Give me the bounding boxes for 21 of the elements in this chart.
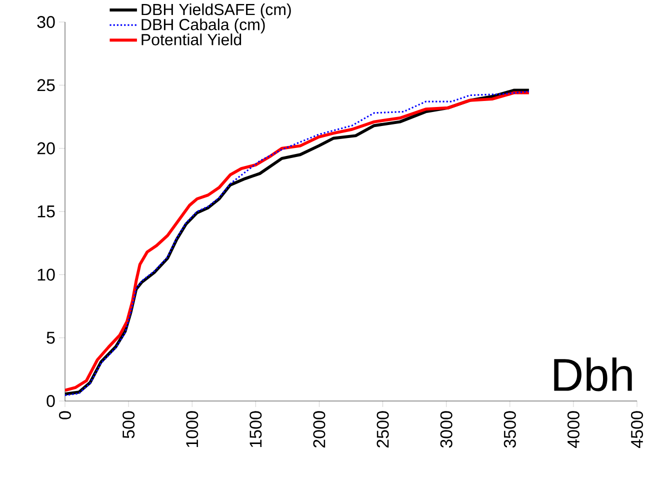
x-tick-label: 3000 (440, 411, 452, 448)
y-tick-label: 15 (38, 206, 55, 218)
y-tick-label: 30 (37, 16, 55, 28)
x-tick-label: 4000 (567, 411, 580, 448)
x-tick-label: 0 (58, 411, 72, 420)
y-tick-label: 20 (37, 142, 55, 154)
y-tick-label: 25 (37, 79, 55, 92)
y-tick-label: 10 (38, 268, 55, 281)
x-tick-label: 2500 (376, 411, 389, 448)
y-tick-label: 0 (46, 394, 55, 408)
legend-label: DBH Cabala (cm) (142, 18, 265, 34)
x-tick-label: 2000 (313, 411, 326, 448)
x-tick-label: 1000 (186, 411, 198, 448)
legend-label: Potential Yield (142, 34, 242, 46)
x-tick-label: 3500 (504, 411, 516, 448)
x-tick-label: 4500 (630, 411, 644, 448)
legend-label: DBH YieldSAFE (cm) (142, 3, 291, 18)
y-tick-label: 5 (46, 332, 55, 344)
x-tick-label: 1500 (250, 411, 262, 448)
annotation: Dbh (554, 357, 632, 392)
x-tick-label: 500 (122, 411, 135, 438)
